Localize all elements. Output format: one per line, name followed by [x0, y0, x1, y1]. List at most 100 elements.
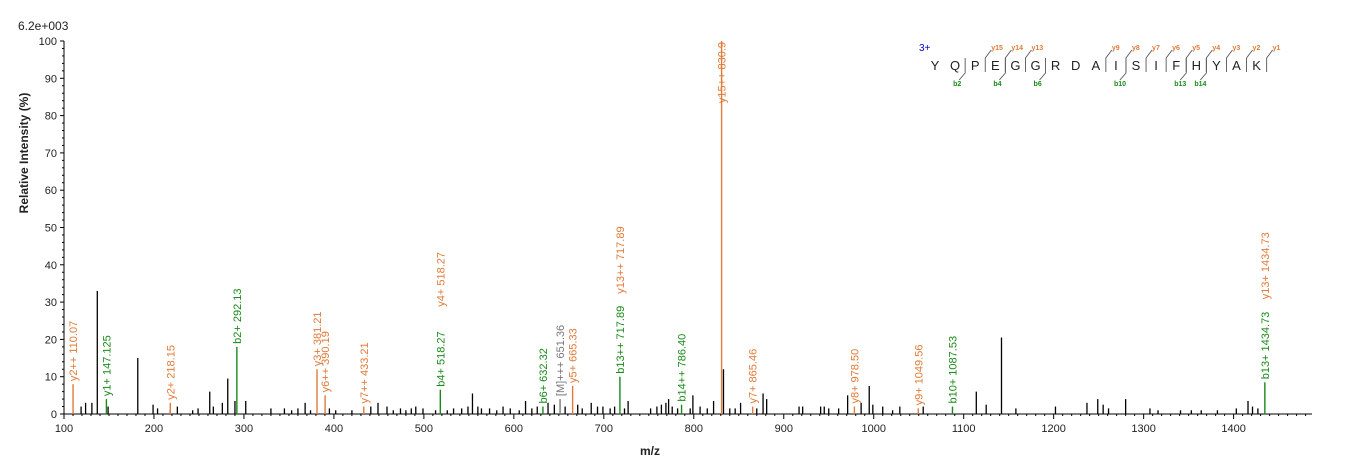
sequence-residue: S — [1132, 58, 1141, 73]
x-tick-label: 100 — [55, 423, 73, 435]
y-ion-label: y7 — [1152, 45, 1160, 52]
peak-label: y13+ 1434.73 — [1260, 232, 1272, 299]
peak-label: y2+ 218.15 — [165, 345, 177, 400]
peak-label: b14++ 786.40 — [677, 334, 689, 402]
peak-label: [M]+++ 651.36 — [555, 325, 567, 396]
y-ion-bracket — [1246, 49, 1253, 72]
sequence-residue: E — [991, 58, 1000, 73]
x-tick: 200 — [145, 414, 236, 435]
x-tick-label: 900 — [775, 423, 793, 435]
y-ion-bracket — [1225, 49, 1233, 72]
charge-state: 3+ — [919, 43, 931, 54]
peak-label: y9+ 1049.56 — [913, 345, 925, 406]
x-tick: 100 — [55, 414, 146, 435]
sequence-residue: R — [1051, 58, 1060, 73]
sequence-residue: G — [1010, 58, 1020, 73]
y-ion-label: y6 — [1172, 45, 1180, 52]
sequence-residue: A — [1232, 58, 1241, 73]
sequence-residue: G — [1030, 58, 1040, 73]
x-tick-label: 1300 — [1131, 423, 1155, 435]
x-tick: 600 — [505, 414, 596, 435]
y-tick: 70 — [45, 122, 64, 160]
x-tick-label: 200 — [145, 423, 163, 435]
peak-label: b10+ 1087.53 — [947, 336, 959, 404]
y-tick-label: 0 — [51, 409, 57, 421]
peak-label: y4+ 518.27 — [435, 252, 447, 307]
peak-label: b6+ 632.32 — [538, 348, 550, 403]
max-intensity-label: 6.2e+003 — [18, 19, 69, 33]
peak-label: y1+ 147.125 — [101, 335, 113, 396]
peak-label: y3+ 381.21 — [312, 311, 324, 366]
b-ion-label: b6 — [1034, 81, 1042, 88]
x-tick: 400 — [325, 414, 416, 435]
sequence-residue: K — [1252, 58, 1261, 73]
x-tick: 1000 — [861, 414, 956, 435]
peak-label: y7+ 865.46 — [748, 349, 760, 404]
peak-label: y6++ 390.19 — [320, 331, 332, 392]
sequence-residue: I — [1154, 58, 1158, 73]
y-tick: 40 — [45, 234, 64, 272]
y-axis-title: Relative Intensity (%) — [17, 93, 31, 214]
x-tick-label: 1400 — [1221, 423, 1245, 435]
x-tick: 1300 — [1131, 414, 1226, 435]
x-tick-label: 300 — [235, 423, 253, 435]
y-tick-label: 50 — [45, 223, 57, 235]
y-ion-label: y8 — [1132, 45, 1140, 52]
peak-label: y2++ 110.07 — [68, 321, 80, 381]
y-tick-label: 90 — [45, 73, 57, 85]
sequence-residue: D — [1071, 58, 1080, 73]
sequence-residue: I — [1114, 58, 1118, 73]
x-tick: 1100 — [952, 414, 1046, 435]
sequence-residue: A — [1091, 58, 1100, 73]
sequence-residue: Y — [931, 58, 940, 73]
x-tick: 900 — [775, 414, 866, 435]
b-ion-label: b4 — [993, 81, 1001, 88]
peak-label: b13+ 1434.73 — [1260, 312, 1272, 380]
x-tick: 800 — [685, 414, 776, 435]
b-ion-label: b2 — [953, 81, 961, 88]
x-tick-label: 600 — [505, 423, 523, 435]
y-tick: 50 — [45, 197, 64, 235]
x-tick: 1200 — [1041, 414, 1136, 435]
y-tick: 80 — [45, 85, 64, 123]
b-ion-label: b10 — [1114, 81, 1126, 88]
axes: 0 10 20 30 40 50 60 70 80 90 100 100 200 300 400 500 600… — [39, 36, 1312, 435]
y-ion-bracket — [1266, 49, 1274, 72]
y-ion-bracket — [984, 49, 992, 72]
x-tick: 300 — [235, 414, 326, 435]
sequence-residue: Q — [950, 58, 960, 73]
y-tick-label: 60 — [45, 185, 57, 197]
y-tick: 60 — [45, 159, 64, 197]
y-tick-label: 10 — [45, 372, 57, 384]
b-ion-bracket — [999, 58, 1006, 81]
y-ion-label: y5 — [1192, 45, 1200, 52]
y-ion-bracket — [1024, 49, 1032, 72]
y-ion-label: y2 — [1253, 45, 1261, 52]
sequence-residue: P — [971, 58, 980, 73]
x-tick-label: 800 — [685, 423, 703, 435]
b-ion-bracket — [1200, 58, 1207, 81]
y-tick: 20 — [45, 309, 64, 346]
x-tick: 500 — [415, 414, 506, 435]
b-ion-bracket — [958, 58, 966, 81]
peak-labels: y2++ 110.07 y1+ 147.125 y2+ 218.15 b2+ 292.… — [68, 42, 1272, 405]
y-ion-bracket — [1145, 49, 1153, 72]
y-tick-label: 100 — [39, 36, 57, 48]
peak-label: y7++ 433.21 — [359, 342, 371, 403]
y-tick-label: 40 — [45, 260, 57, 272]
y-tick: 90 — [45, 47, 64, 85]
y-tick-label: 70 — [45, 148, 57, 160]
peak-label: y15++ 830.9 — [717, 42, 729, 103]
y-ion-label: y14 — [1011, 45, 1023, 52]
peaks — [72, 41, 1266, 414]
y-tick-label: 30 — [45, 297, 57, 309]
b-ion-bracket — [1039, 58, 1047, 81]
y-ion-label: y4 — [1212, 45, 1220, 52]
x-tick-label: 700 — [595, 423, 613, 435]
y-tick-label: 20 — [45, 334, 57, 346]
x-tick-label: 1200 — [1041, 423, 1065, 435]
sequence-residue: H — [1192, 58, 1201, 73]
y-tick: 10 — [45, 346, 64, 384]
y-tick: 30 — [45, 271, 64, 309]
